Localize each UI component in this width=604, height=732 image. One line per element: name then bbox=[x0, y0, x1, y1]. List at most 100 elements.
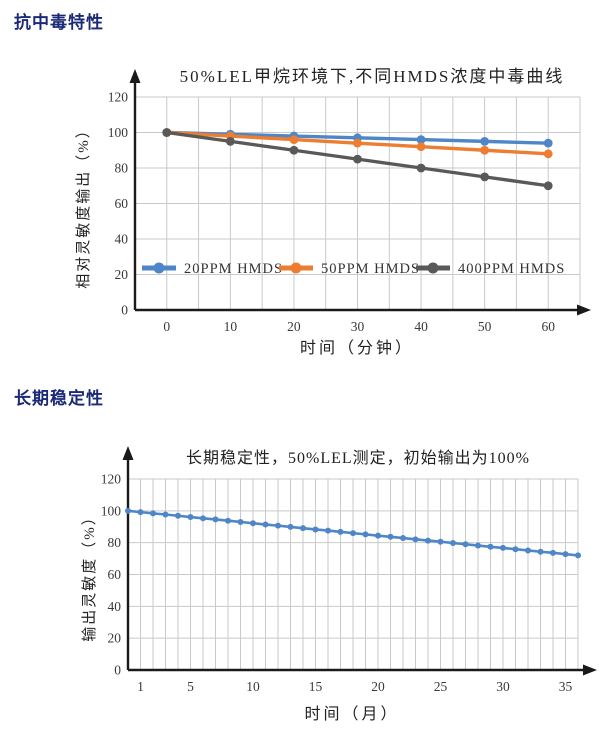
y-tick-label: 120 bbox=[108, 90, 129, 105]
y-tick-label: 0 bbox=[121, 303, 128, 318]
y-tick-label: 40 bbox=[115, 232, 129, 247]
data-point bbox=[250, 520, 256, 527]
chart-title: 长期稳定性，50%LEL测定，初始输出为100% bbox=[186, 449, 530, 467]
y-axis-arrow-icon bbox=[129, 69, 141, 83]
data-point bbox=[400, 535, 406, 542]
y-tick-label: 60 bbox=[108, 567, 122, 582]
legend-marker-dot-icon bbox=[427, 262, 439, 274]
y-tick-label: 80 bbox=[108, 535, 122, 550]
data-point bbox=[575, 552, 581, 559]
y-tick-label: 120 bbox=[101, 472, 122, 487]
x-tick-label: 10 bbox=[246, 679, 260, 694]
legend-marker-dot-icon bbox=[153, 262, 165, 274]
data-point bbox=[550, 549, 556, 556]
data-point bbox=[543, 138, 553, 148]
data-point bbox=[362, 531, 369, 538]
data-point bbox=[480, 136, 490, 146]
x-tick-label: 25 bbox=[434, 679, 448, 694]
data-point bbox=[175, 512, 181, 519]
data-point bbox=[562, 551, 569, 558]
data-point bbox=[353, 138, 362, 148]
y-tick-label: 20 bbox=[115, 267, 129, 282]
data-point bbox=[225, 136, 235, 146]
data-point bbox=[480, 145, 490, 155]
data-point bbox=[287, 523, 294, 530]
data-point bbox=[487, 543, 494, 550]
data-point bbox=[425, 537, 431, 544]
data-point bbox=[525, 547, 531, 554]
data-point bbox=[353, 154, 362, 164]
y-tick-label: 100 bbox=[108, 125, 129, 140]
y-tick-label: 0 bbox=[114, 663, 121, 678]
data-point bbox=[543, 149, 553, 159]
data-point bbox=[500, 544, 506, 551]
y-axis-label: 输出灵敏度（%） bbox=[81, 508, 98, 642]
data-point bbox=[187, 514, 194, 521]
x-tick-label: 30 bbox=[351, 319, 365, 334]
section-title-long-term-stability: 长期稳定性 bbox=[14, 389, 104, 408]
legend-marker-dot-icon bbox=[290, 262, 302, 274]
data-point bbox=[300, 525, 306, 532]
y-axis-arrow-icon bbox=[122, 446, 134, 460]
y-tick-label: 20 bbox=[108, 631, 122, 646]
data-point bbox=[162, 128, 172, 137]
x-tick-label: 60 bbox=[541, 319, 555, 334]
data-point bbox=[162, 511, 169, 518]
data-point bbox=[437, 538, 444, 545]
data-point bbox=[289, 145, 299, 155]
legend-label: 20PPM HMDS bbox=[184, 261, 283, 277]
x-tick-label: 15 bbox=[309, 679, 323, 694]
y-tick-label: 100 bbox=[101, 503, 122, 518]
legend-label: 400PPM HMDS bbox=[458, 261, 565, 277]
y-axis-label: 相对灵敏度输出（%） bbox=[75, 121, 92, 289]
x-tick-label: 40 bbox=[414, 319, 428, 334]
data-point bbox=[212, 516, 219, 523]
data-point bbox=[480, 172, 490, 182]
data-point bbox=[225, 517, 231, 524]
data-point bbox=[462, 541, 469, 548]
x-tick-label: 0 bbox=[163, 319, 170, 334]
poisoning-chart: 0 20 40 60 80 100 120 0 10 20 30 40 50 60 50%LEL甲烷环境下,… bbox=[75, 67, 591, 357]
data-point bbox=[337, 528, 344, 535]
data-point bbox=[537, 548, 544, 555]
x-tick-label: 35 bbox=[559, 679, 573, 694]
data-point bbox=[416, 135, 426, 144]
data-point bbox=[375, 532, 381, 539]
data-point bbox=[512, 546, 519, 553]
y-tick-label: 40 bbox=[108, 599, 122, 614]
y-tick-label: 60 bbox=[115, 196, 129, 211]
x-tick-label: 30 bbox=[496, 679, 510, 694]
data-point bbox=[475, 542, 481, 549]
legend-label: 50PPM HMDS bbox=[321, 261, 420, 277]
y-tick-label: 80 bbox=[115, 161, 129, 176]
data-point bbox=[350, 530, 356, 537]
data-point bbox=[416, 163, 426, 173]
data-point bbox=[450, 539, 456, 546]
section-title-anti-poisoning: 抗中毒特性 bbox=[14, 13, 104, 32]
x-tick-label: 20 bbox=[287, 319, 301, 334]
x-tick-label: 1 bbox=[137, 679, 144, 694]
data-point bbox=[543, 181, 553, 191]
data-point bbox=[289, 135, 299, 144]
data-point bbox=[416, 142, 426, 152]
chart-title: 50%LEL甲烷环境下,不同HMDS浓度中毒曲线 bbox=[180, 67, 565, 86]
x-tick-label: 10 bbox=[224, 319, 238, 334]
x-tick-label: 20 bbox=[371, 679, 385, 694]
data-point bbox=[200, 515, 206, 522]
x-axis-arrow-icon bbox=[583, 664, 597, 676]
data-point bbox=[150, 510, 156, 517]
x-axis-arrow-icon bbox=[577, 304, 591, 316]
data-point bbox=[275, 522, 281, 529]
data-point bbox=[262, 521, 269, 528]
data-point bbox=[325, 527, 331, 534]
data-point bbox=[387, 533, 394, 540]
data-point bbox=[125, 507, 131, 514]
data-point bbox=[237, 518, 244, 525]
x-axis-label: 时间（月） bbox=[304, 705, 399, 723]
data-point bbox=[312, 526, 319, 533]
x-axis-label: 时间（分钟） bbox=[300, 339, 414, 357]
x-tick-label: 50 bbox=[478, 319, 492, 334]
data-point bbox=[137, 509, 144, 516]
